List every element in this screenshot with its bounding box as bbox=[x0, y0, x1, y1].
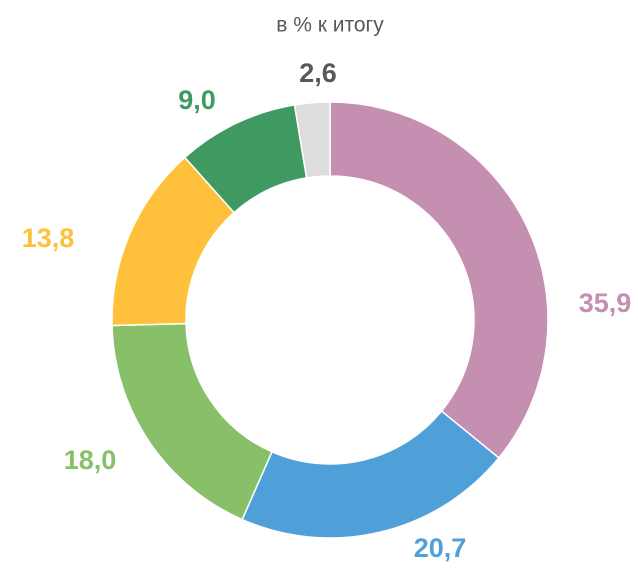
value-label: 13,8 bbox=[22, 223, 75, 253]
donut-slice bbox=[293, 101, 331, 179]
chart-title: в % к итогу bbox=[276, 14, 384, 37]
donut-slice bbox=[329, 101, 549, 459]
value-label: 2,6 bbox=[299, 58, 337, 88]
value-label: 9,0 bbox=[178, 85, 216, 115]
donut-slice bbox=[111, 322, 273, 521]
value-label: 35,9 bbox=[579, 288, 632, 318]
donut-slice bbox=[241, 410, 500, 539]
value-label: 20,7 bbox=[414, 533, 467, 563]
value-label: 18,0 bbox=[64, 445, 117, 475]
